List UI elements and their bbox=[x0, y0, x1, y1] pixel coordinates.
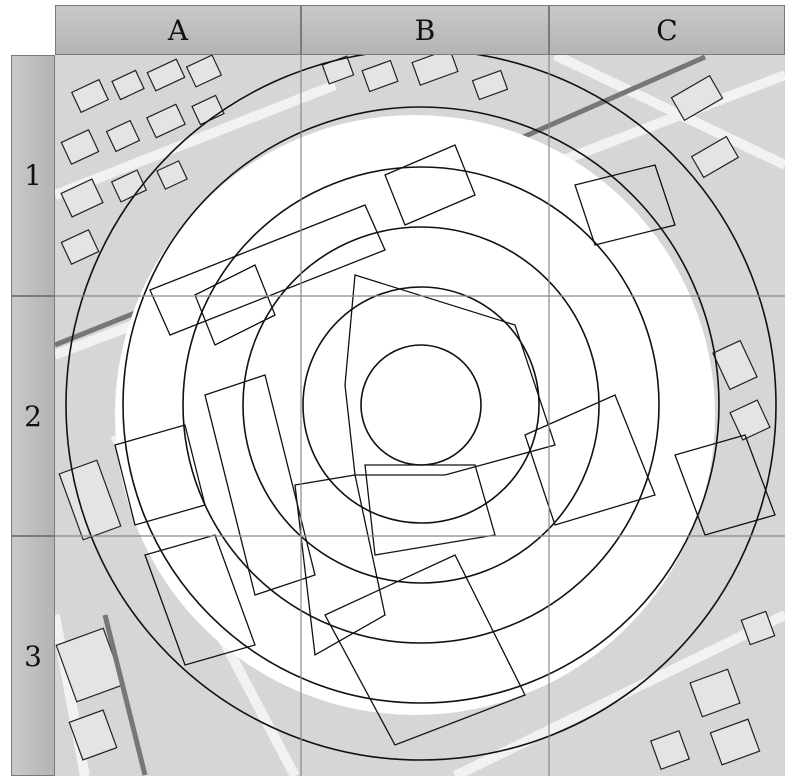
ring-2 bbox=[302, 286, 540, 524]
row-header-3: 3 bbox=[11, 536, 55, 776]
ring-6 bbox=[65, 55, 777, 761]
map-drawing bbox=[55, 55, 785, 776]
map-area bbox=[55, 55, 785, 776]
row-header-2: 2 bbox=[11, 296, 55, 536]
ring-1 bbox=[360, 344, 482, 466]
distance-rings bbox=[65, 55, 777, 761]
grid-lines bbox=[55, 55, 785, 776]
row-header-1: 1 bbox=[11, 55, 55, 296]
clear-zone bbox=[115, 115, 715, 715]
ring-3 bbox=[242, 226, 600, 584]
grid-corner bbox=[0, 0, 55, 55]
ring-5 bbox=[122, 106, 720, 704]
column-header-c: C bbox=[549, 5, 785, 55]
ring-4 bbox=[182, 166, 660, 644]
column-header-a: A bbox=[55, 5, 301, 55]
column-header-b: B bbox=[301, 5, 549, 55]
